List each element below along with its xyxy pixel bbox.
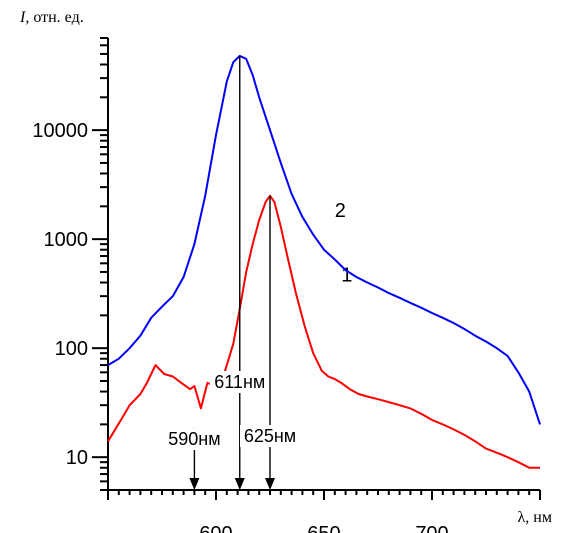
series-line-1 xyxy=(107,194,540,469)
peak-arrow-head xyxy=(234,478,245,490)
axes: 10 100 1000 10000 600 650 700 xyxy=(32,37,541,533)
text-labels: I, отн. ед. λ, нм xyxy=(19,9,552,526)
peak-arrow-head xyxy=(189,478,200,490)
y-tick-label: 1000 xyxy=(44,229,89,251)
y-axis-var: I xyxy=(19,9,26,26)
peak-markers: 590нм 611нм 625нм xyxy=(164,55,300,490)
peak-label-bg xyxy=(240,425,300,447)
series-line-2 xyxy=(107,54,541,425)
y-axis-unit: , отн. ед. xyxy=(25,9,83,26)
x-axis-label: λ, нм xyxy=(518,509,552,526)
x-tick-label: 700 xyxy=(415,523,448,533)
x-tick-label: 650 xyxy=(307,523,340,533)
peak-arrow-head xyxy=(265,478,275,490)
y-tick-label: 10000 xyxy=(32,120,88,142)
y-axis-label: I, отн. ед. xyxy=(19,9,84,26)
y-tick-label: 100 xyxy=(55,338,88,360)
peak-label-bg xyxy=(164,428,225,450)
series-label-2: 2 xyxy=(335,200,346,222)
series-label-1: 1 xyxy=(341,265,352,287)
peak-label: 590нм xyxy=(168,429,220,449)
y-tick-label: 10 xyxy=(66,447,88,469)
peak-label-bg xyxy=(209,371,270,393)
series-lines: 12 xyxy=(107,54,541,469)
peak-label: 611нм xyxy=(214,372,265,392)
peak-label: 625нм xyxy=(244,426,296,446)
x-tick-label: 600 xyxy=(199,523,232,533)
